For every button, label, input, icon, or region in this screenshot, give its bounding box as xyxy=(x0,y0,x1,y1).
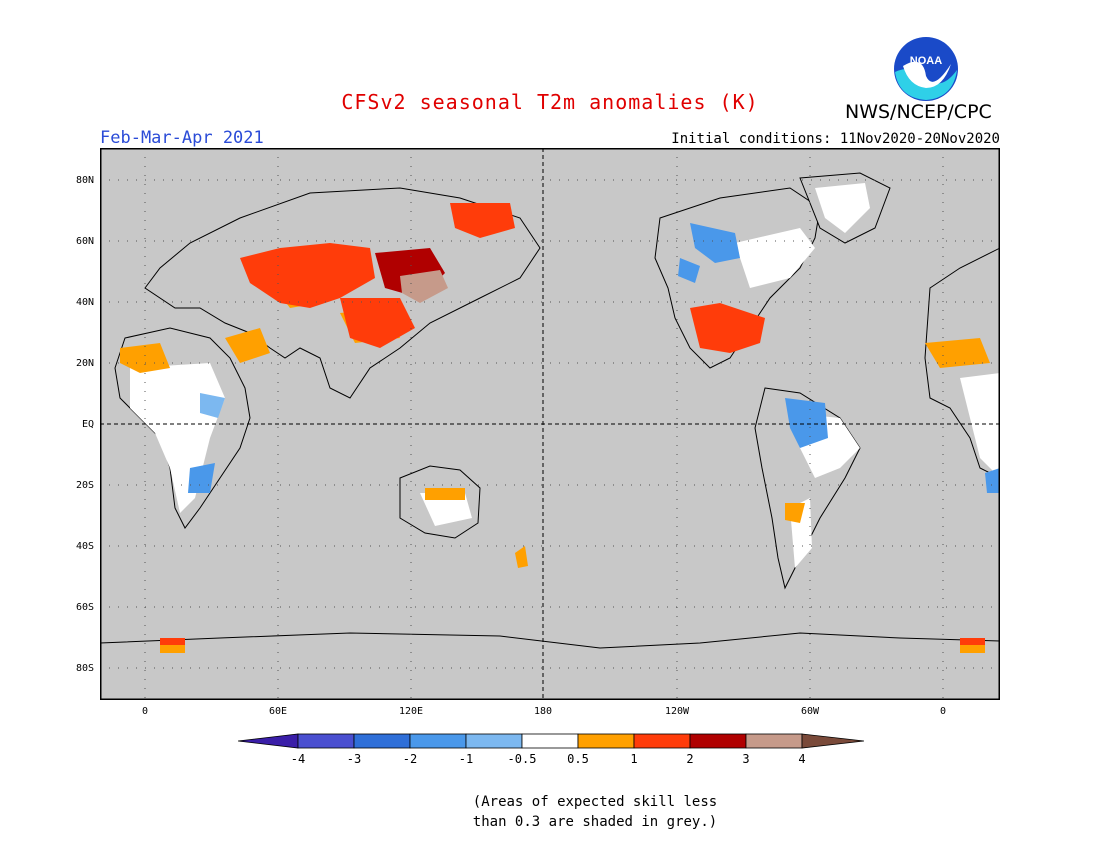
lon-label-60w: 60W xyxy=(800,706,820,717)
colorbar-label-4: 4 xyxy=(798,752,806,766)
colorbar-seg-8 xyxy=(689,733,747,749)
colorbar-label-m05: -0.5 xyxy=(507,752,537,766)
colorbar-seg-0 xyxy=(238,733,299,749)
forecast-period: Feb-Mar-Apr 2021 xyxy=(100,128,264,148)
skill-note-line1: (Areas of expected skill less xyxy=(472,794,718,810)
lon-label-120e: 120E xyxy=(398,706,424,717)
lat-label-20n: 20N xyxy=(75,358,94,369)
colorbar-seg-10 xyxy=(801,733,864,749)
lat-label-40s: 40S xyxy=(75,541,94,552)
colorbar-label-3: 3 xyxy=(742,752,750,766)
noaa-logo-text: NOAA xyxy=(910,55,942,67)
colorbar-seg-1 xyxy=(297,733,355,749)
lat-label-80n: 80N xyxy=(75,175,94,186)
colorbar-seg-2 xyxy=(353,733,411,749)
colorbar-label-2: 2 xyxy=(686,752,694,766)
lon-label-120w: 120W xyxy=(664,706,690,717)
lat-label-eq: EQ xyxy=(81,419,94,430)
initial-conditions: Initial conditions: 11Nov2020-20Nov2020 xyxy=(671,131,1000,147)
lat-label-60n: 60N xyxy=(75,236,94,247)
lat-label-20s: 20S xyxy=(75,480,94,491)
warm-regions xyxy=(160,203,985,645)
map-panel xyxy=(99,147,1001,701)
graticule xyxy=(100,148,1000,700)
skill-note: (Areas of expected skill less than 0.3 a… xyxy=(440,792,750,832)
lon-label-0-west: 0 xyxy=(141,706,149,717)
map-title: CFSv2 seasonal T2m anomalies (K) xyxy=(341,90,759,114)
colorbar-label-05: 0.5 xyxy=(567,752,589,766)
colorbar-label-1: 1 xyxy=(630,752,638,766)
lat-label-40n: 40N xyxy=(75,297,94,308)
lon-label-180: 180 xyxy=(533,706,553,717)
colorbar-label-m1: -1 xyxy=(458,752,474,766)
lat-label-60s: 60S xyxy=(75,602,94,613)
noaa-logo: NOAA xyxy=(893,36,959,102)
colorbar-seg-6 xyxy=(577,733,635,749)
colorbar-label-m2: -2 xyxy=(402,752,418,766)
colorbar-seg-9 xyxy=(745,733,803,749)
world-map xyxy=(99,147,1001,701)
agency-label: NWS/NCEP/CPC xyxy=(845,101,992,123)
lon-label-0-east: 0 xyxy=(939,706,947,717)
colorbar-label-m3: -3 xyxy=(346,752,362,766)
colorbar-seg-5 xyxy=(521,733,579,749)
lon-label-60e: 60E xyxy=(268,706,288,717)
colorbar-label-m4: -4 xyxy=(290,752,306,766)
lat-label-80s: 80S xyxy=(75,663,94,674)
very-strong-warm-regions xyxy=(400,270,448,303)
map-frame xyxy=(99,147,1001,701)
colorbar-seg-3 xyxy=(409,733,467,749)
colorbar xyxy=(238,733,864,749)
skill-note-line2: than 0.3 are shaded in grey.) xyxy=(472,814,718,830)
colorbar-seg-7 xyxy=(633,733,691,749)
colorbar-seg-4 xyxy=(465,733,523,749)
